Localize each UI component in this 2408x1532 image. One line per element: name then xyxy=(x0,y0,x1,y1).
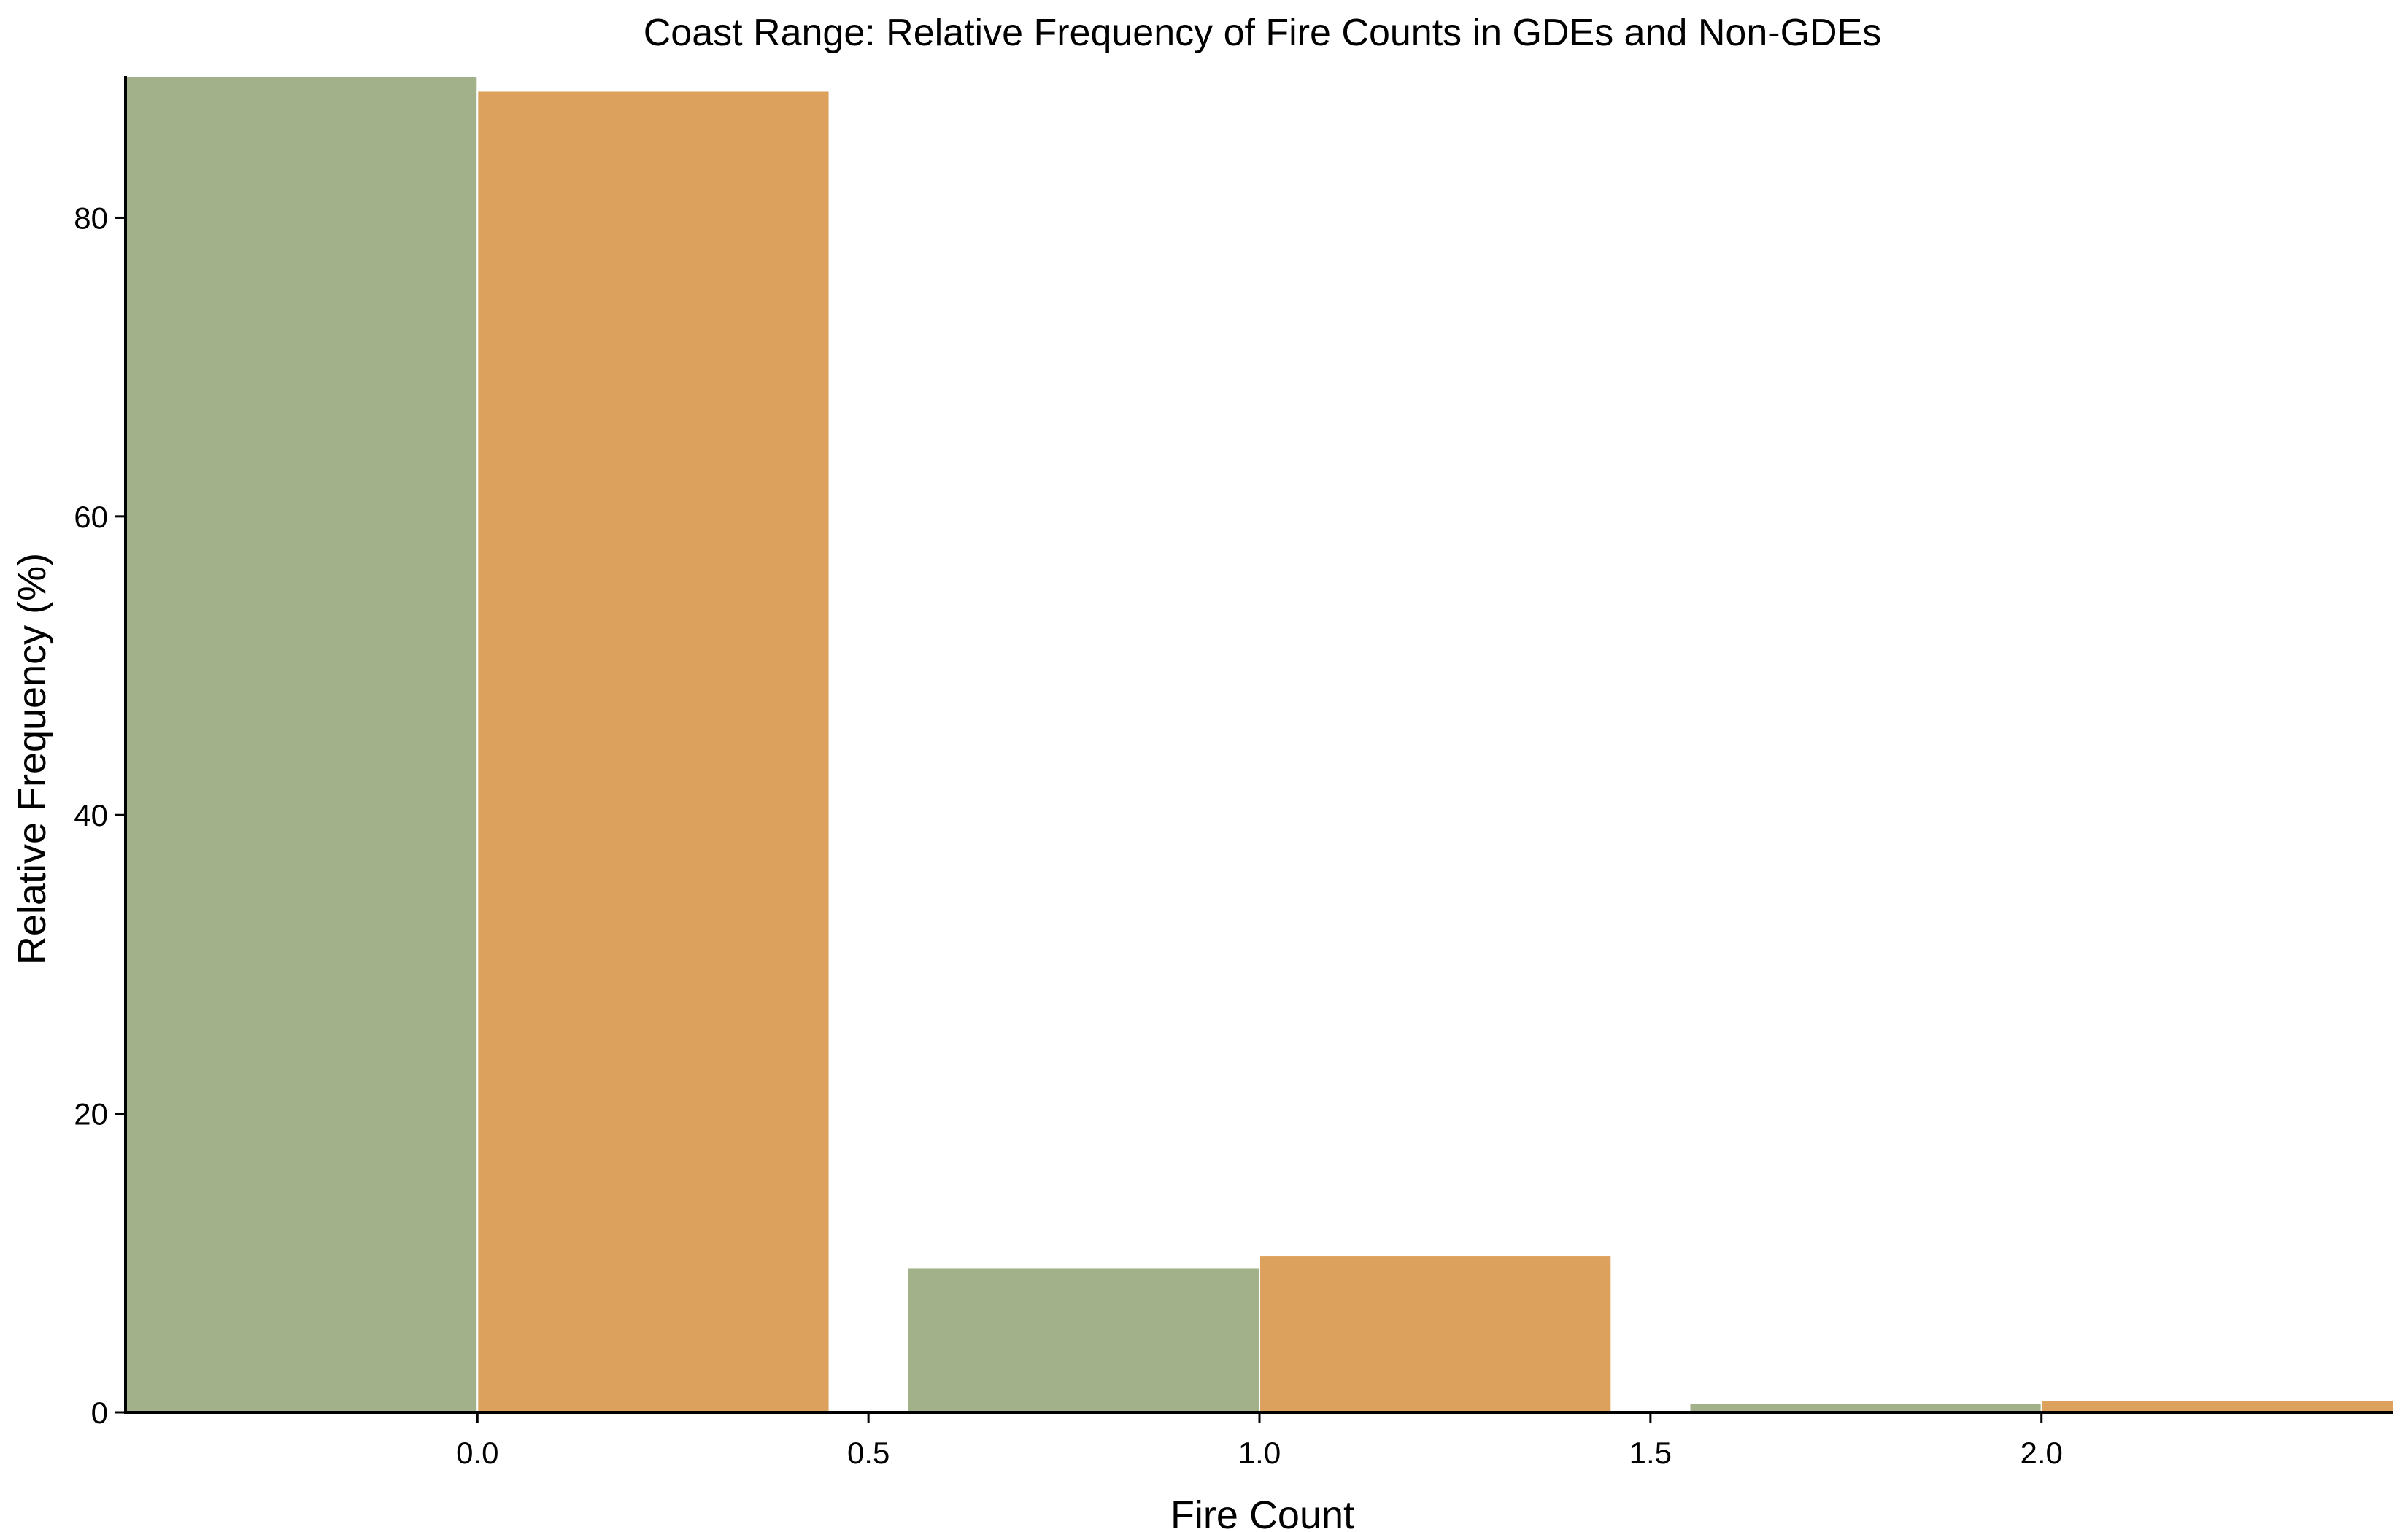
bars-group xyxy=(125,75,2394,1414)
bar-series2-bin1 xyxy=(476,90,830,1414)
bar-series1-bin1 xyxy=(125,75,479,1413)
x-tick-label: 0.0 xyxy=(456,1436,498,1470)
bar-series2-bin3 xyxy=(2040,1399,2394,1414)
y-axis: 0 20 40 60 80 xyxy=(74,76,127,1430)
x-tick-label: 2.0 xyxy=(2021,1436,2063,1470)
bar-series1-bin2 xyxy=(906,1266,1260,1413)
y-tick-label: 0 xyxy=(91,1396,108,1430)
y-tick-label: 60 xyxy=(74,500,108,534)
x-tick-label: 1.5 xyxy=(1629,1436,1672,1470)
y-tick-label: 40 xyxy=(74,798,108,832)
x-axis-label: Fire Count xyxy=(1170,1493,1354,1532)
chart-title: Coast Range: Relative Frequency of Fire … xyxy=(644,12,1882,54)
x-tick-label: 0.5 xyxy=(847,1436,890,1470)
y-axis-label: Relative Frequency (%) xyxy=(10,553,54,964)
x-tick-label: 1.0 xyxy=(1238,1436,1281,1470)
y-tick-label: 20 xyxy=(74,1097,108,1131)
bar-series2-bin2 xyxy=(1259,1255,1613,1413)
y-tick-label: 80 xyxy=(74,201,108,235)
x-axis: 0.0 0.5 1.0 1.5 2.0 xyxy=(124,1411,2393,1470)
